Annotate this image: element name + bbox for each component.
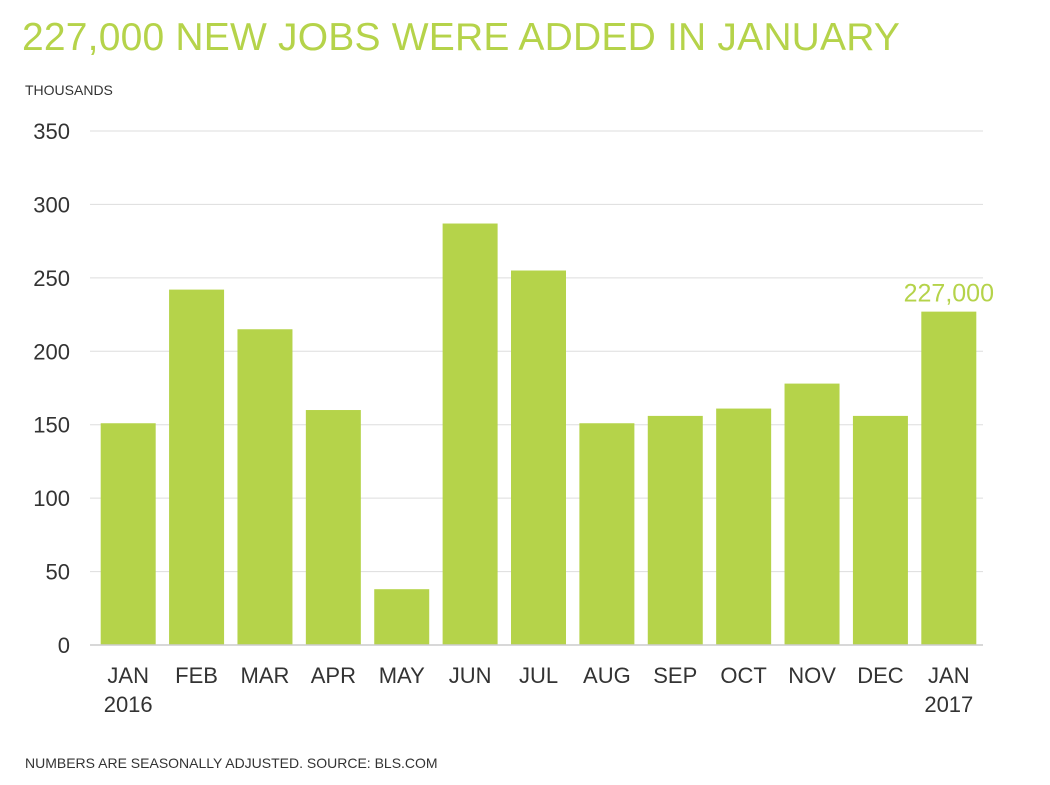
y-tick-label: 100 [33,486,70,511]
x-tick-label: AUG [583,663,631,688]
bar [237,329,293,645]
bar [511,270,566,645]
bar [921,311,977,645]
y-tick-label: 300 [33,192,70,217]
bar [442,223,498,645]
x-tick-label: 2017 [924,692,973,717]
x-tick-label: MAR [241,663,290,688]
bar [169,289,225,645]
y-tick-label: 200 [33,339,70,364]
x-tick-label: SEP [653,663,697,688]
bar [305,410,361,645]
x-tick-label: JAN [928,663,970,688]
y-tick-label: 0 [58,633,70,658]
x-tick-label: APR [311,663,356,688]
y-tick-label: 350 [33,119,70,144]
x-tick-label: OCT [720,663,766,688]
data-label: 227,000 [904,280,994,308]
chart-title: 227,000 NEW JOBS WERE ADDED IN JANUARY [22,16,901,59]
bar [579,423,635,645]
bar [852,415,908,645]
source-footnote: NUMBERS ARE SEASONALLY ADJUSTED. SOURCE:… [25,755,438,771]
x-tick-label: JUL [519,663,558,688]
bar [647,415,703,645]
x-tick-label: NOV [788,663,836,688]
x-tick-label: JAN [107,663,149,688]
x-tick-label: 2016 [104,692,153,717]
x-tick-label: JUN [449,663,492,688]
bar [784,383,840,645]
x-tick-label: MAY [379,663,425,688]
y-tick-label: 150 [33,413,70,438]
x-tick-label: FEB [175,663,218,688]
bar [100,423,156,645]
y-tick-label: 50 [46,560,70,585]
y-tick-label: 250 [33,266,70,291]
bar [716,408,772,645]
units-label: THOUSANDS [25,82,113,98]
x-tick-label: DEC [857,663,904,688]
bar [374,589,430,645]
